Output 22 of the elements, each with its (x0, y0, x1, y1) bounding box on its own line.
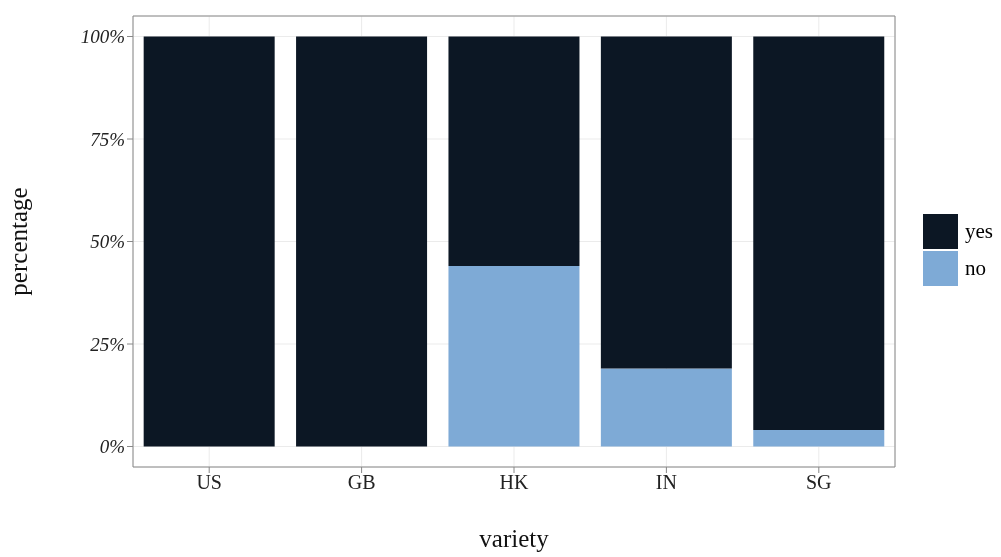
y-tick-label: 75% (90, 128, 125, 150)
y-tick-label: 25% (90, 333, 125, 355)
x-tick-label: SG (806, 471, 832, 494)
bar (600, 368, 732, 447)
legend-label: yes (965, 219, 993, 244)
x-tick-label: US (196, 471, 222, 494)
bar (753, 430, 885, 447)
x-tick-label: HK (499, 471, 529, 494)
bar (448, 266, 580, 447)
x-axis-title: variety (479, 525, 550, 552)
bar (600, 36, 732, 369)
y-tick-label: 100% (80, 26, 125, 48)
bar (753, 36, 885, 431)
bar (296, 36, 428, 447)
bar (143, 36, 275, 447)
y-tick-label: 50% (90, 231, 125, 253)
y-tick-label: 0% (99, 436, 125, 458)
legend-label: no (965, 256, 986, 281)
x-tick-label: IN (655, 471, 677, 494)
bar (448, 36, 580, 267)
x-tick-label: GB (347, 471, 376, 494)
y-axis-title: percentage (4, 187, 32, 296)
